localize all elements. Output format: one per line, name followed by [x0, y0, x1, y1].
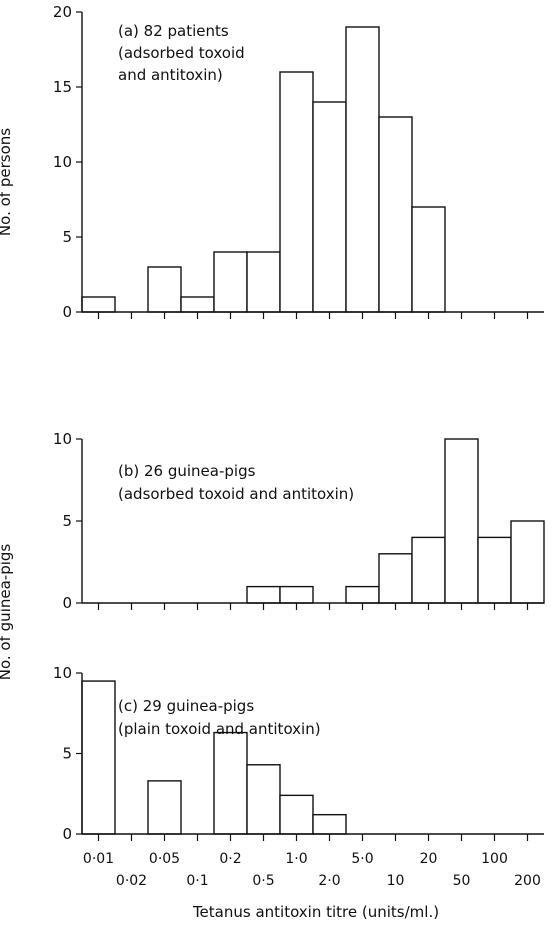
y-axis-label-guinea-pigs: No. of guinea-pigs: [0, 544, 14, 681]
x-tick-label: 5·0: [351, 851, 373, 867]
bar: [147, 780, 182, 835]
bar: [213, 251, 248, 313]
bar: [279, 585, 314, 604]
x-tick-labels: 0·01 0·05 0·2 1·0 5·0 20 100 0·02 0·1 0·5 2·0 10 50 2…: [83, 851, 541, 889]
y-tick-label: 20: [53, 3, 72, 21]
x-tick-label: 2·0: [318, 873, 340, 889]
bar: [312, 813, 347, 835]
bar: [213, 731, 248, 835]
panel-annotation: (a) 82 patients: [118, 22, 229, 40]
x-tick-label: 0·5: [252, 873, 274, 889]
y-tick-label: 0: [62, 825, 72, 843]
x-tick-label: 100: [481, 851, 508, 867]
bar: [444, 438, 479, 604]
bar: [81, 296, 116, 313]
bar: [147, 266, 182, 313]
bar: [81, 680, 116, 835]
x-tick-label: 50: [453, 873, 471, 889]
x-tick-label: 0·2: [219, 851, 241, 867]
y-tick-label: 5: [62, 745, 72, 763]
bar: [312, 101, 347, 313]
bar: [411, 206, 446, 313]
y-tick-label: 0: [62, 303, 72, 321]
x-tick-label: 0·02: [116, 873, 147, 889]
bar: [345, 26, 380, 313]
bar: [510, 520, 545, 604]
panel-annotation: (adsorbed toxoid and antitoxin): [118, 485, 354, 503]
panel-annotation: (c) 29 guinea-pigs: [118, 697, 254, 715]
y-tick-label: 0: [62, 594, 72, 612]
bar: [345, 585, 380, 604]
panel-annotation: (plain toxoid and antitoxin): [118, 720, 321, 738]
y-tick-label: 10: [53, 153, 72, 171]
y-tick-label: 10: [53, 664, 72, 682]
y-axis-label-patients: No. of persons: [0, 128, 14, 236]
x-axis-label: Tetanus antitoxin titre (units/ml.): [192, 903, 439, 921]
y-tick-label: 5: [62, 228, 72, 246]
bar: [246, 251, 281, 313]
panel-c: 0 5 10 (c) 29 guinea-pigs (plain toxoid and …: [53, 664, 544, 843]
bar: [279, 794, 314, 835]
bar: [180, 296, 215, 313]
panel-annotation: and antitoxin): [118, 66, 223, 84]
panel-b: 0 5 10 (b) 26 guinea-pigs (adsorbed toxoid a…: [53, 430, 545, 612]
x-tick-label: 0·01: [83, 851, 114, 867]
bar: [279, 71, 314, 313]
bar: [378, 116, 413, 313]
bar: [246, 764, 281, 835]
y-tick-label: 5: [62, 512, 72, 530]
x-tick-label: 1·0: [285, 851, 307, 867]
bar: [477, 536, 512, 604]
x-tick-label: 0·05: [149, 851, 180, 867]
x-tick-label: 0·1: [186, 873, 208, 889]
x-tick-label: 200: [514, 873, 541, 889]
bar: [378, 553, 413, 604]
x-tick-label: 20: [420, 851, 438, 867]
y-tick-label: 10: [53, 430, 72, 448]
bar: [411, 536, 446, 604]
y-tick-label: 15: [53, 78, 72, 96]
bar: [246, 585, 281, 604]
panel-annotation: (adsorbed toxoid: [118, 44, 245, 62]
panel-a: 0 5 10 15 20 (a) 82 patients (adsorbed toxoid a…: [53, 3, 544, 321]
x-tick-label: 10: [387, 873, 405, 889]
panel-annotation: (b) 26 guinea-pigs: [118, 462, 256, 480]
